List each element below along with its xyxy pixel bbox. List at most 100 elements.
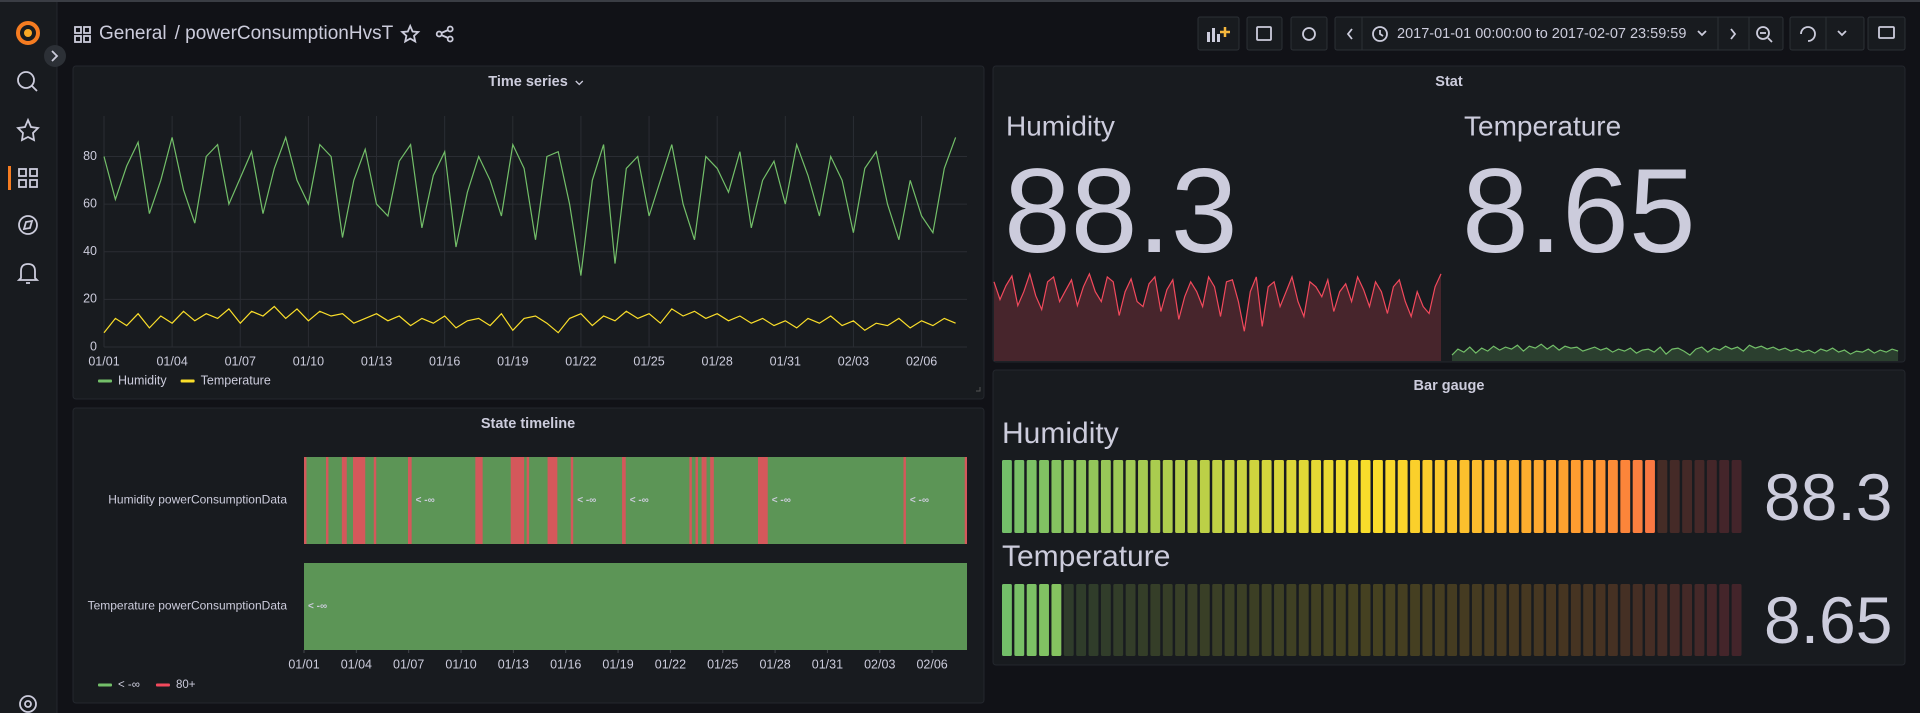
gauge-cell-lit: [1620, 460, 1631, 533]
grafana-logo[interactable]: [16, 21, 40, 45]
settings-icon[interactable]: [19, 695, 37, 713]
share-button[interactable]: [435, 25, 454, 43]
explore-icon[interactable]: [18, 215, 38, 235]
gauge-cell: [1236, 584, 1247, 656]
tv-mode-button[interactable]: [1867, 16, 1906, 51]
panel-title[interactable]: Stat: [1435, 74, 1463, 90]
state-base: [304, 457, 967, 544]
gauge-cell: [1509, 584, 1519, 656]
gauge-cell-lit: [1509, 460, 1519, 533]
gauge-cell: [1657, 460, 1668, 533]
gauge-cell-lit: [1026, 460, 1037, 533]
search-icon[interactable]: [17, 71, 38, 92]
breadcrumb-folder[interactable]: General: [99, 23, 167, 44]
gauge-cell: [1484, 584, 1495, 656]
gauge-cell: [1298, 584, 1309, 656]
add-panel-button[interactable]: [1197, 16, 1240, 51]
state-label: < -∞: [416, 495, 435, 506]
x-tick-label: 01/13: [361, 354, 392, 368]
state-segment: [964, 457, 967, 544]
settings-button[interactable]: [1290, 16, 1328, 51]
time-back[interactable]: [1346, 28, 1353, 40]
gauge-cell-lit: [1039, 584, 1049, 656]
x-tick-label: 01/13: [498, 657, 529, 671]
gauge-cell: [1162, 584, 1173, 656]
gauge-cell: [1521, 584, 1532, 656]
gauge-cell: [1138, 584, 1148, 656]
x-tick-label: 01/04: [156, 354, 187, 368]
gauge-cell: [1348, 584, 1359, 656]
resize-handle[interactable]: [976, 387, 981, 392]
state-segment: [526, 457, 530, 544]
panel-title[interactable]: Bar gauge: [1414, 378, 1485, 394]
gauge-cell: [1113, 584, 1124, 656]
gauge-cell-lit: [1088, 460, 1099, 533]
x-tick-label: 01/22: [655, 657, 686, 671]
panel: [72, 65, 985, 400]
gauge-cell: [1669, 584, 1680, 656]
x-tick-label: 01/22: [565, 354, 596, 368]
star-button[interactable]: [400, 23, 421, 44]
alerting-icon[interactable]: [16, 263, 40, 284]
gauge-cell-lit: [1014, 460, 1025, 533]
gauge-cell: [1583, 584, 1594, 656]
y-tick-label: 40: [83, 244, 97, 258]
refresh-dropdown[interactable]: [1837, 30, 1847, 37]
dashboards-icon[interactable]: [18, 168, 38, 188]
gauge-cell: [1249, 584, 1260, 656]
panel-title[interactable]: State timeline: [481, 416, 575, 432]
state-label: < -∞: [910, 495, 929, 506]
gauge-cell: [1323, 584, 1334, 656]
state-segment: [341, 457, 347, 544]
legend-swatch: [180, 379, 195, 383]
state-label: < -∞: [772, 495, 791, 506]
gauge-cell-lit: [1286, 460, 1297, 533]
starred-icon[interactable]: [16, 117, 40, 142]
row-label: Temperature powerConsumptionData: [88, 599, 288, 613]
x-tick-label: 01/25: [633, 354, 664, 368]
gauge-cell: [1150, 584, 1161, 656]
legend-label: Humidity: [118, 373, 167, 387]
gauge-cell: [1682, 584, 1693, 656]
gauge-cell-lit: [1583, 460, 1594, 533]
gauge-cell-lit: [1175, 460, 1185, 533]
time-forward[interactable]: [1730, 28, 1737, 40]
x-tick-label: 01/07: [393, 657, 424, 671]
y-tick-label: 60: [83, 196, 97, 210]
x-tick-label: 01/10: [293, 354, 324, 368]
time-picker[interactable]: [1334, 16, 1784, 51]
x-tick-label: 01/16: [550, 657, 581, 671]
legend-swatch: [98, 683, 112, 687]
time-dropdown[interactable]: [1697, 30, 1707, 37]
expand-button[interactable]: [44, 45, 66, 67]
gauge-cell: [1410, 584, 1420, 656]
save-button[interactable]: [1246, 16, 1283, 51]
gauge-cell-lit: [1410, 460, 1420, 533]
state-segment: [475, 457, 483, 544]
legend-label: 80+: [176, 679, 196, 691]
gauge-cell-lit: [1100, 460, 1111, 533]
gauge-cell-lit: [1002, 460, 1012, 533]
time-range[interactable]: 2017-01-01 00:00:00 to 2017-02-07 23:59:…: [1397, 26, 1686, 42]
gauge-cell-lit: [1138, 460, 1148, 533]
gauge-cell: [1360, 584, 1371, 656]
state-label: < -∞: [577, 495, 596, 506]
gauge-cell-lit: [1348, 460, 1359, 533]
state-segment: [570, 457, 574, 544]
gauge-cell: [1286, 584, 1297, 656]
panel-title[interactable]: Time series: [488, 74, 568, 90]
gauge-cell: [1088, 584, 1099, 656]
gauge-cell: [1706, 584, 1717, 656]
stat-name: Humidity: [1006, 110, 1115, 141]
gauge-cell-lit: [1224, 460, 1235, 533]
state-segment: [903, 457, 906, 544]
x-tick-label: 02/06: [906, 354, 937, 368]
gauge-cell: [1669, 460, 1680, 533]
clock-hands: [1379, 30, 1384, 37]
gauge-cell-lit: [1434, 460, 1445, 533]
zoom-out-button[interactable]: [1756, 26, 1773, 43]
gauge-cell: [1731, 460, 1742, 533]
gauge-name: Humidity: [1002, 417, 1119, 450]
active-indicator: [8, 166, 11, 190]
gauge-cell: [1731, 584, 1742, 656]
